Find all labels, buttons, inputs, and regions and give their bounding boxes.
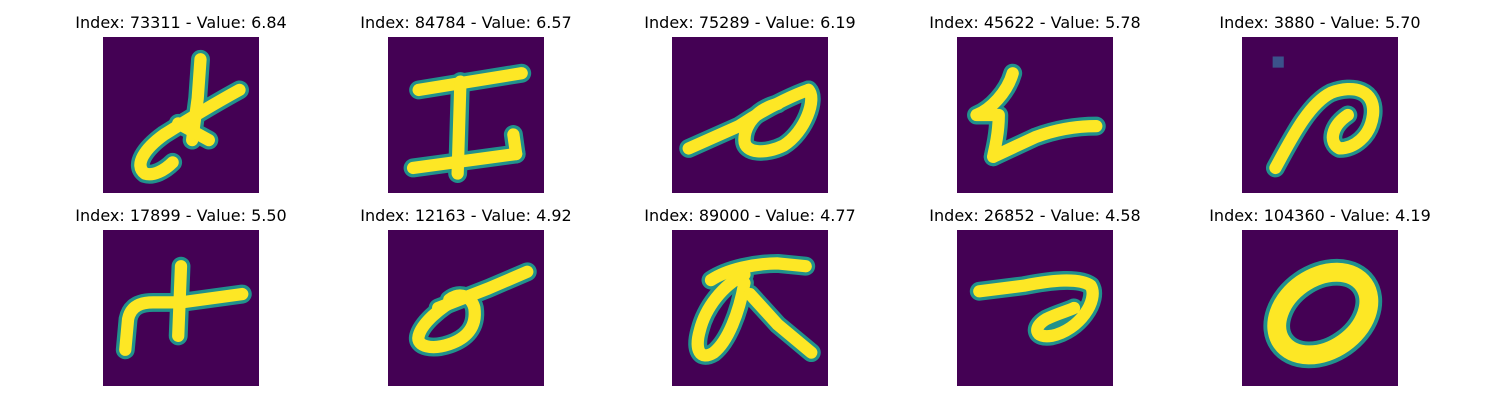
panel-title: Index: 12163 - Value: 4.92	[360, 206, 572, 225]
panel-title: Index: 89000 - Value: 4.77	[644, 206, 856, 225]
glyph-image	[672, 37, 828, 193]
image-panel: Index: 104360 - Value: 4.19	[1209, 207, 1431, 386]
image-panel: Index: 75289 - Value: 6.19	[644, 14, 856, 193]
glyph-image	[1242, 230, 1398, 386]
image-panel: Index: 3880 - Value: 5.70	[1219, 14, 1421, 193]
image-panel: Index: 45622 - Value: 5.78	[929, 14, 1141, 193]
panel-title: Index: 17899 - Value: 5.50	[75, 206, 287, 225]
image-panel: Index: 26852 - Value: 4.58	[929, 207, 1141, 386]
image-panel: Index: 84784 - Value: 6.57	[360, 14, 572, 193]
image-panel: Index: 89000 - Value: 4.77	[644, 207, 856, 386]
panel-title: Index: 45622 - Value: 5.78	[929, 13, 1141, 32]
panel-title: Index: 73311 - Value: 6.84	[75, 13, 287, 32]
glyph-image	[1242, 37, 1398, 193]
panel-title: Index: 26852 - Value: 4.58	[929, 206, 1141, 225]
glyph-image	[957, 37, 1113, 193]
glyph-image	[103, 37, 259, 193]
panel-title: Index: 84784 - Value: 6.57	[360, 13, 572, 32]
glyph-image	[103, 230, 259, 386]
glyph-image	[957, 230, 1113, 386]
panel-title: Index: 75289 - Value: 6.19	[644, 13, 856, 32]
image-panel: Index: 12163 - Value: 4.92	[360, 207, 572, 386]
glyph-image	[672, 230, 828, 386]
image-panel: Index: 73311 - Value: 6.84	[75, 14, 287, 193]
image-panel: Index: 17899 - Value: 5.50	[75, 207, 287, 386]
glyph-image	[388, 37, 544, 193]
panel-title: Index: 104360 - Value: 4.19	[1209, 206, 1431, 225]
glyph-image	[388, 230, 544, 386]
panel-title: Index: 3880 - Value: 5.70	[1219, 13, 1421, 32]
